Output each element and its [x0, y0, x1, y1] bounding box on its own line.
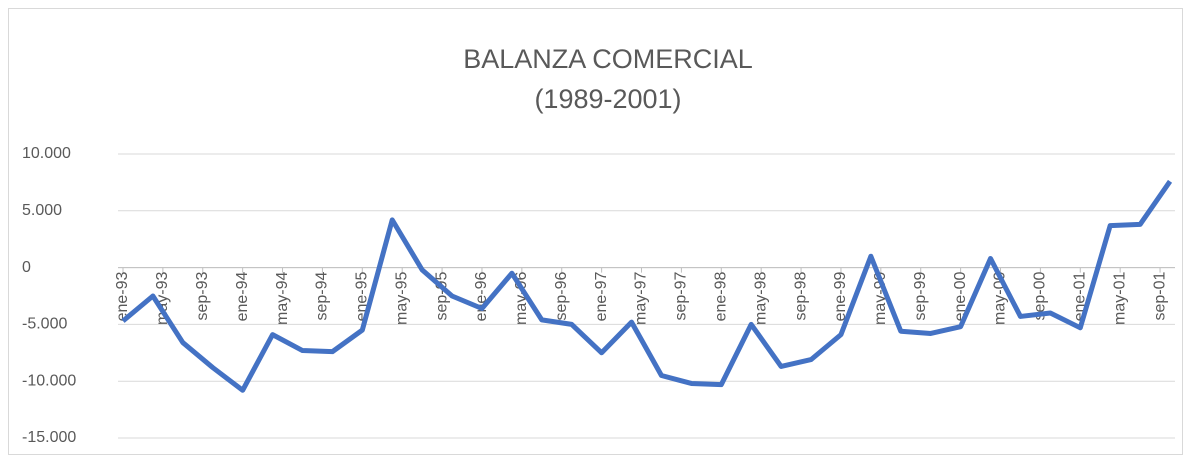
- x-tick-label: sep-97: [673, 271, 690, 320]
- x-tick-label: ene-97: [593, 272, 610, 322]
- y-tick-label: 0: [22, 259, 31, 276]
- x-tick-label: sep-98: [792, 271, 809, 320]
- x-tick-label: may-94: [274, 272, 291, 325]
- y-tick-label: -10.000: [22, 372, 76, 389]
- x-tick-label: may-95: [393, 272, 410, 325]
- x-tick-label: sep-00: [1032, 271, 1049, 320]
- x-tick-label: may-93: [154, 272, 171, 325]
- y-tick-label: 5.000: [22, 202, 62, 219]
- x-tick-label: sep-93: [194, 271, 211, 320]
- x-tick-label: ene-94: [234, 272, 251, 322]
- x-tick-label: ene-96: [473, 272, 490, 322]
- x-tick-label: sep-99: [912, 271, 929, 320]
- chart-subtitle: (1989-2001): [534, 84, 681, 114]
- x-tick-label: ene-98: [713, 272, 730, 322]
- x-tick-label: sep-94: [314, 271, 331, 320]
- y-tick-label: -15.000: [22, 429, 76, 446]
- x-tick-label: ene-00: [952, 272, 969, 322]
- series-line: [121, 179, 1173, 393]
- chart-title: BALANZA COMERCIAL: [463, 44, 753, 74]
- x-tick-label: ene-93: [114, 272, 131, 322]
- y-tick-label: -5.000: [22, 316, 67, 333]
- x-tick-label: sep-96: [553, 271, 570, 320]
- x-tick-label: may-97: [633, 272, 650, 325]
- x-tick-label: may-01: [1111, 272, 1128, 325]
- x-tick-label: may-98: [752, 272, 769, 325]
- y-tick-label: 10.000: [22, 145, 71, 162]
- x-tick-label: ene-99: [832, 272, 849, 322]
- x-tick-label: sep-01: [1151, 271, 1168, 320]
- chart-frame: [8, 8, 1183, 455]
